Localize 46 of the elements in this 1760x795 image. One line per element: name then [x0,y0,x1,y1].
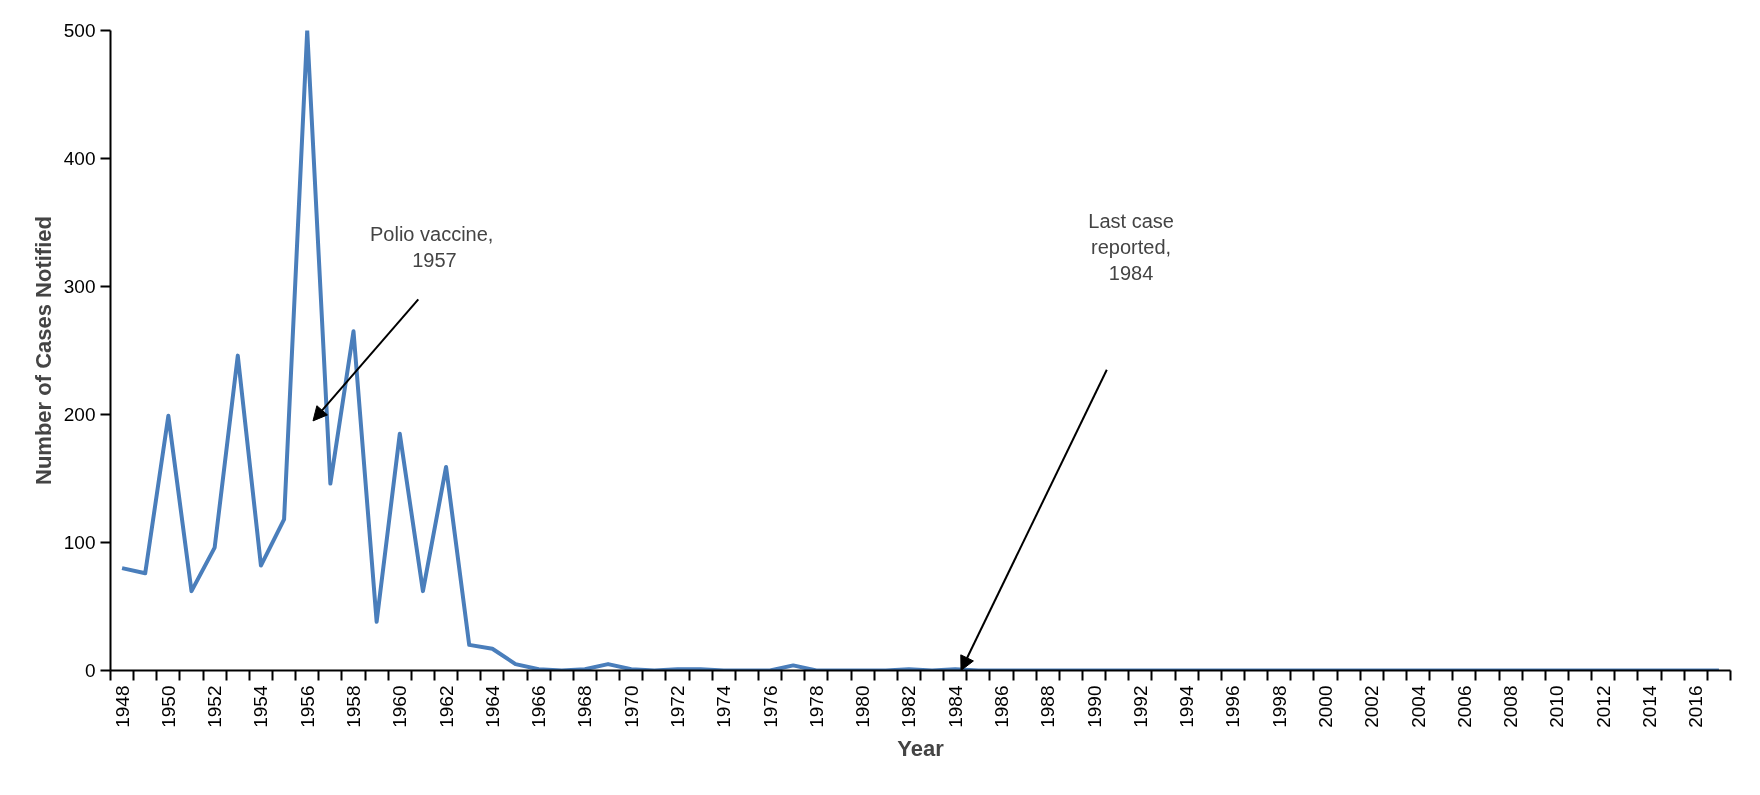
x-tick-label: 2002 [1361,685,1383,728]
y-tick-label: 100 [63,532,96,553]
annotation: Polio vaccine, 1957 [370,222,494,271]
x-tick-label: 1976 [759,685,781,728]
x-tick-label: 2006 [1453,685,1475,728]
x-tick-label: 2016 [1685,685,1707,728]
y-tick-label: 500 [63,20,96,41]
x-tick-label: 2010 [1546,685,1568,728]
x-tick-label: 1992 [1129,685,1151,728]
x-tick-label: 2008 [1500,685,1522,728]
y-tick-label: 400 [63,148,96,169]
x-tick-label: 1972 [667,685,688,728]
x-tick-label: 2000 [1315,685,1336,728]
x-tick-label: 1988 [1037,685,1059,728]
x-tick-label: 1950 [157,685,179,728]
x-tick-label: 1982 [898,685,920,728]
x-tick-label: 1974 [713,685,735,728]
x-tick-label: 1970 [620,685,642,728]
line-series [120,30,1721,671]
x-tick-label: 1964 [481,685,503,728]
x-tick-label: 1968 [574,685,596,728]
x-tick-label: 1960 [389,685,411,728]
x-tick-label: 2014 [1639,685,1660,728]
x-tick-label: 1994 [1176,685,1198,728]
x-tick-label: 1998 [1268,685,1290,728]
x-axis-title: Year [897,735,945,761]
x-tick-label: 1954 [250,685,272,728]
x-tick-label: 1958 [343,685,364,728]
x-tick-label: 1978 [805,685,827,728]
x-tick-label: 1952 [204,685,226,728]
x-tick-label: 1962 [435,685,457,728]
x-tick-label: 1956 [296,685,318,728]
x-tick-label: 1980 [852,685,874,728]
y-axis-title: Number of Cases Notified [30,216,56,485]
annotation: Last case reported, 1984 [1088,209,1174,285]
x-tick-label: 1986 [991,685,1012,728]
x-tick-label: 1948 [111,685,133,728]
y-tick-label: 0 [84,660,96,681]
x-tick-label: 2004 [1407,685,1429,728]
y-tick-label: 200 [63,404,96,425]
x-tick-label: 2012 [1592,685,1614,728]
x-tick-label: 1996 [1222,685,1244,728]
x-tick-label: 1984 [944,685,966,728]
x-tick-label: 1966 [528,685,550,728]
x-tick-label: 1990 [1083,685,1105,728]
y-tick-label: 300 [63,276,96,297]
